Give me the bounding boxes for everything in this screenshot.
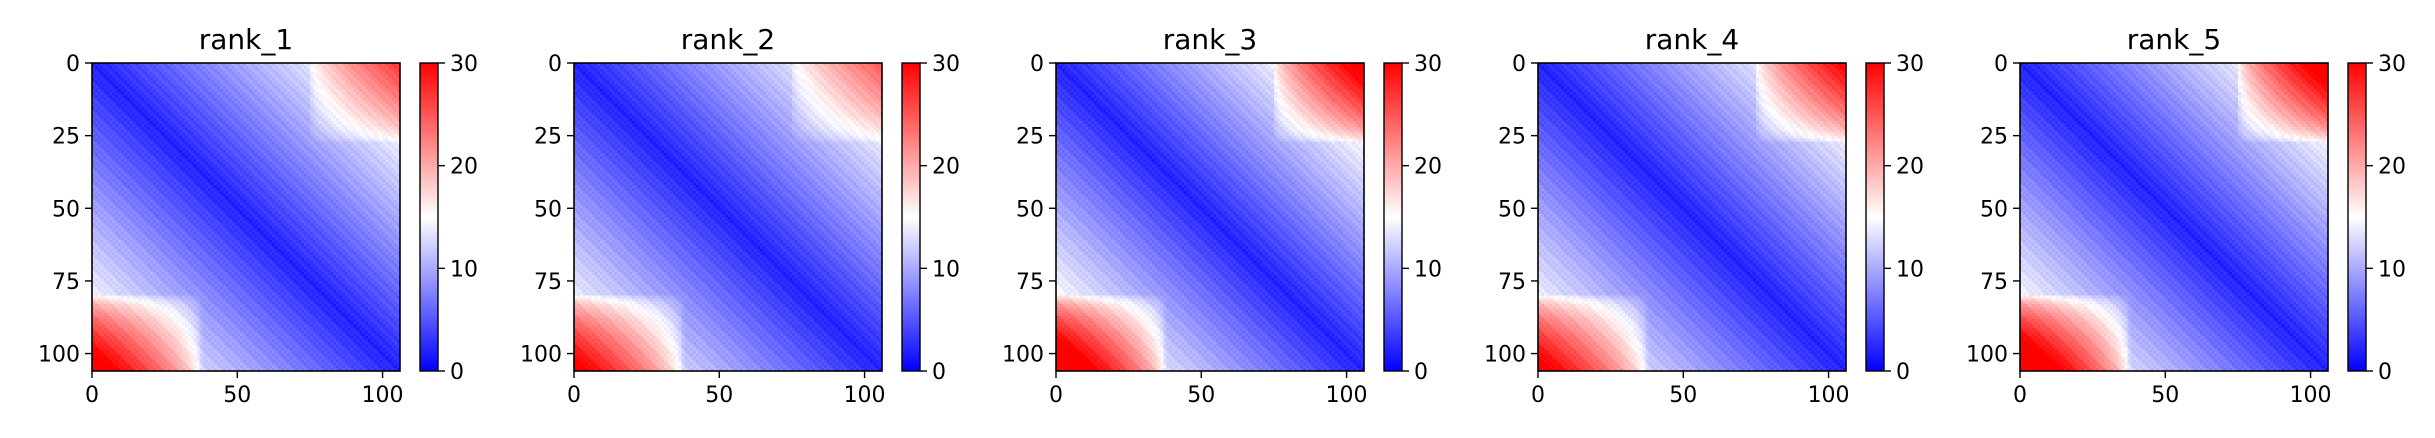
x-tick-label: 50: [1187, 383, 1215, 408]
colorbar: [901, 62, 921, 372]
heatmap-frame: [1055, 62, 1365, 372]
colorbar-tick-label: 0: [932, 360, 946, 385]
heatmap-frame: [2019, 62, 2329, 372]
y-tick-label: 75: [52, 270, 80, 295]
x-tick-label: 50: [705, 383, 733, 408]
chart-title: rank_5: [2127, 23, 2221, 56]
x-tick-label: 50: [1669, 383, 1697, 408]
x-tick-label: 50: [223, 383, 251, 408]
y-tick-label: 50: [1498, 197, 1526, 222]
colorbar-tick-label: 20: [1896, 155, 1924, 180]
y-tick-label: 25: [1016, 125, 1044, 150]
colorbar-tick-label: 10: [932, 257, 960, 282]
y-tick-label: 50: [534, 197, 562, 222]
colorbar: [419, 62, 439, 372]
colorbar-tick-label: 30: [1896, 52, 1924, 77]
colorbar-tick-label: 10: [1414, 257, 1442, 282]
y-tick-label: 100: [1484, 343, 1526, 368]
y-tick-label: 50: [1016, 197, 1044, 222]
x-tick-label: 100: [2290, 383, 2332, 408]
y-tick-label: 0: [66, 52, 80, 77]
colorbar: [1383, 62, 1403, 372]
heatmap-image: [1538, 63, 1846, 371]
y-tick-label: 100: [1966, 343, 2008, 368]
colorbar-tick-label: 20: [450, 155, 478, 180]
x-tick-label: 0: [567, 383, 581, 408]
colorbar-tick-label: 0: [450, 360, 464, 385]
y-tick-label: 25: [534, 125, 562, 150]
colorbar-tick-label: 0: [1896, 360, 1910, 385]
heatmap-image: [1056, 63, 1364, 371]
x-tick-label: 100: [844, 383, 886, 408]
chart-title: rank_2: [681, 23, 775, 56]
y-tick-label: 100: [520, 343, 562, 368]
heatmap-image: [92, 63, 400, 371]
y-tick-label: 25: [1498, 125, 1526, 150]
y-tick-label: 100: [1002, 343, 1044, 368]
colorbar: [2347, 62, 2367, 372]
y-tick-label: 0: [1994, 52, 2008, 77]
chart-title: rank_1: [199, 23, 293, 56]
x-tick-label: 100: [1326, 383, 1368, 408]
colorbar-tick-label: 20: [1414, 155, 1442, 180]
colorbar-tick-label: 10: [1896, 257, 1924, 282]
x-tick-label: 0: [85, 383, 99, 408]
x-tick-label: 0: [1049, 383, 1063, 408]
y-tick-label: 50: [1980, 197, 2008, 222]
x-tick-label: 0: [2013, 383, 2027, 408]
x-tick-label: 100: [362, 383, 404, 408]
heatmap-image: [574, 63, 882, 371]
x-tick-label: 0: [1531, 383, 1545, 408]
colorbar-tick-label: 30: [2378, 52, 2406, 77]
chart-title: rank_3: [1163, 23, 1257, 56]
y-tick-label: 75: [1980, 270, 2008, 295]
colorbar-tick-label: 10: [450, 257, 478, 282]
colorbar-tick-label: 20: [932, 155, 960, 180]
colorbar-tick-label: 10: [2378, 257, 2406, 282]
y-tick-label: 0: [548, 52, 562, 77]
y-tick-label: 75: [534, 270, 562, 295]
y-tick-label: 25: [52, 125, 80, 150]
y-tick-label: 0: [1030, 52, 1044, 77]
colorbar-tick-label: 30: [450, 52, 478, 77]
colorbar-tick-label: 30: [1414, 52, 1442, 77]
colorbar-tick-label: 20: [2378, 155, 2406, 180]
colorbar-tick-label: 0: [1414, 360, 1428, 385]
y-tick-label: 50: [52, 197, 80, 222]
colorbar-tick-label: 30: [932, 52, 960, 77]
chart-title: rank_4: [1645, 23, 1739, 56]
heatmap-frame: [573, 62, 883, 372]
colorbar: [1865, 62, 1885, 372]
y-tick-label: 75: [1498, 270, 1526, 295]
y-tick-label: 0: [1512, 52, 1526, 77]
heatmap-frame: [91, 62, 401, 372]
y-tick-label: 25: [1980, 125, 2008, 150]
y-tick-label: 100: [38, 343, 80, 368]
y-tick-label: 75: [1016, 270, 1044, 295]
heatmap-image: [2020, 63, 2328, 371]
heatmap-frame: [1537, 62, 1847, 372]
colorbar-tick-label: 0: [2378, 360, 2392, 385]
x-tick-label: 100: [1808, 383, 1850, 408]
x-tick-label: 50: [2151, 383, 2179, 408]
